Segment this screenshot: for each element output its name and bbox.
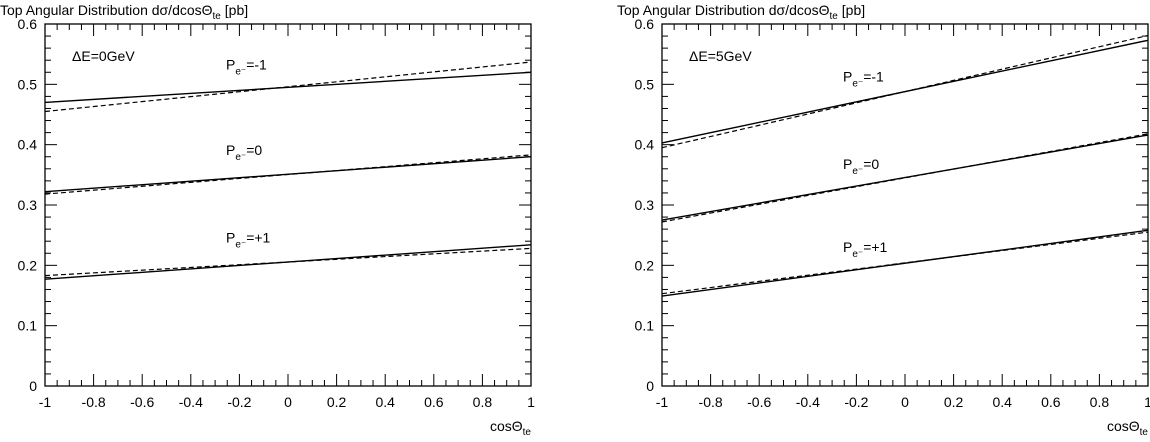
x-tick-label: 0 (901, 394, 909, 410)
series-line-dashed-3 (44, 247, 532, 277)
plot-frame (661, 23, 1149, 387)
series-line-dashed-1 (661, 34, 1149, 149)
y-tick-label: 0.6 (635, 16, 655, 32)
x-tick-label: 0.2 (327, 394, 347, 410)
curve-label-1: Pe⁻=-1 (226, 56, 267, 77)
y-tick-label: 0.5 (635, 76, 655, 92)
y-tick-label: 0.3 (18, 197, 38, 213)
x-tick-label: 0.8 (1090, 394, 1110, 410)
x-tick-label: -0.2 (844, 394, 868, 410)
curve-label-3: Pe⁻=+1 (843, 239, 888, 260)
x-axis-label: cosΘte (490, 418, 531, 438)
x-tick-label: -0.6 (130, 394, 154, 410)
x-tick-label: 0.6 (424, 394, 444, 410)
chart-title: Top Angular Distribution dσ/dcosΘte [pb] (617, 2, 865, 22)
y-tick-label: 0.6 (18, 16, 38, 32)
chart-title: Top Angular Distribution dσ/dcosΘte [pb] (0, 2, 248, 22)
y-tick-label: 0.4 (18, 137, 38, 153)
x-tick-label: 0.4 (992, 394, 1012, 410)
x-tick-label: -1 (656, 394, 669, 410)
chart-title-sub: te (830, 11, 839, 22)
x-tick-label: -0.2 (227, 394, 251, 410)
x-tick-label: 0.8 (473, 394, 493, 410)
chart-title-main: Top Angular Distribution dσ/dcosΘ (617, 2, 830, 18)
x-tick-label: -0.8 (699, 394, 723, 410)
y-tick-label: 0.2 (635, 257, 655, 273)
curve-label-3: Pe⁻=+1 (226, 229, 271, 250)
x-axis-label-sub: te (523, 427, 532, 438)
series-line-dashed-3 (661, 231, 1149, 295)
series-line-dashed-2 (44, 154, 532, 195)
x-tick-label: -0.6 (747, 394, 771, 410)
x-tick-label: 1 (1144, 394, 1150, 410)
x-tick-label: 0.6 (1041, 394, 1061, 410)
y-tick-label: 0.1 (635, 318, 655, 334)
chart-title-sub: te (213, 11, 222, 22)
y-tick-label: 0.5 (18, 76, 38, 92)
x-tick-label: -0.8 (82, 394, 106, 410)
x-tick-label: 0.2 (944, 394, 964, 410)
curve-label-2: Pe⁻=0 (843, 156, 879, 177)
chart-title-main: Top Angular Distribution dσ/dcosΘ (0, 2, 213, 18)
y-tick-label: 0.1 (18, 318, 38, 334)
y-tick-label: 0.2 (18, 257, 38, 273)
chart-panel-1: Top Angular Distribution dσ/dcosΘte [pb]… (0, 2, 535, 438)
x-tick-label: 1 (527, 394, 535, 410)
x-tick-label: -1 (39, 394, 52, 410)
x-tick-label: -0.4 (179, 394, 203, 410)
chart-panel-2: Top Angular Distribution dσ/dcosΘte [pb]… (617, 2, 1150, 438)
chart-title-unit: [pb] (221, 2, 248, 18)
x-axis-label-sub: te (1140, 427, 1149, 438)
y-tick-label: 0.3 (635, 197, 655, 213)
x-tick-label: 0 (284, 394, 292, 410)
chart-title-unit: [pb] (838, 2, 865, 18)
y-tick-label: 0 (646, 378, 654, 394)
y-tick-label: 0.4 (635, 137, 655, 153)
series-line-dashed-2 (661, 133, 1149, 223)
x-tick-label: 0.4 (375, 394, 395, 410)
energy-annotation: ΔE=5GeV (689, 48, 752, 64)
curve-label-2: Pe⁻=0 (226, 142, 262, 163)
x-axis-label-main: cosΘ (1107, 418, 1140, 434)
plot-frame (44, 23, 532, 387)
series-line-dashed-1 (44, 61, 532, 113)
y-tick-label: 0 (29, 378, 37, 394)
x-tick-label: -0.4 (796, 394, 820, 410)
series-line-solid-2 (661, 134, 1149, 221)
x-axis-label-main: cosΘ (490, 418, 523, 434)
x-axis-label: cosΘte (1107, 418, 1148, 438)
energy-annotation: ΔE=0GeV (72, 48, 135, 64)
curve-label-1: Pe⁻=-1 (843, 68, 884, 89)
